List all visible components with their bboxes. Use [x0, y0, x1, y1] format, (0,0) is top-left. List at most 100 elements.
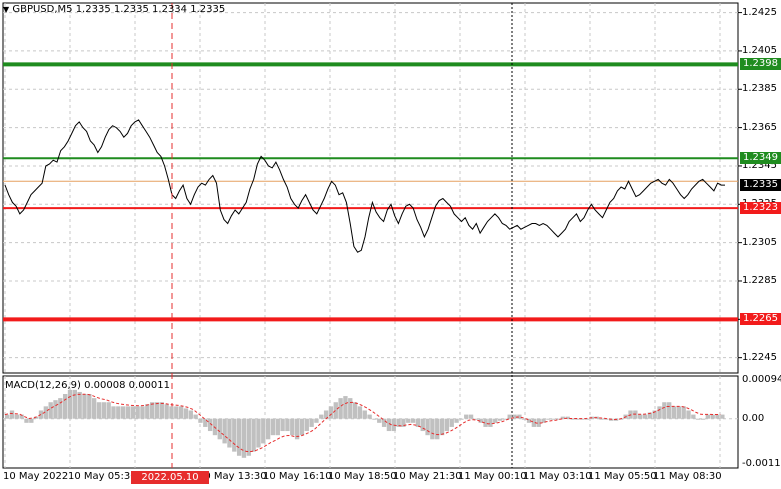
macd-histogram-bar	[720, 414, 725, 419]
macd-histogram-bar	[77, 391, 82, 419]
macd-histogram-bar	[67, 389, 73, 419]
macd-histogram-bar	[19, 414, 24, 419]
macd-histogram-bar	[236, 418, 242, 456]
time-tick-label: 10 May 18:50	[328, 471, 397, 482]
macd-histogram-bar	[232, 418, 237, 452]
macd-histogram-bar	[691, 414, 696, 419]
macd-histogram-bar	[290, 418, 295, 436]
macd-histogram-bar	[188, 410, 193, 419]
macd-histogram-bar	[667, 402, 672, 419]
time-tick-label: 11 May 00:10	[458, 471, 527, 482]
time-tick-label: 11 May 03:10	[523, 471, 592, 482]
macd-histogram-bar	[570, 418, 575, 420]
macd-histogram-bar	[618, 418, 624, 420]
time-tick-label: 11 May 08:30	[653, 471, 722, 482]
macd-histogram-bar	[652, 410, 657, 419]
macd-histogram-bar	[444, 418, 450, 432]
macd-histogram-bar	[522, 418, 527, 420]
macd-histogram-bar	[439, 418, 445, 436]
price-tick-label: 1.2245	[742, 351, 777, 363]
price-tick-label: 1.2425	[742, 6, 777, 18]
macd-histogram-bar	[270, 418, 276, 436]
macd-histogram-bar	[96, 402, 102, 419]
macd-histogram-bar	[580, 418, 585, 420]
time-tick-label: 10 May 05:30	[68, 471, 137, 482]
macd-histogram-bar	[493, 418, 498, 423]
macd-histogram-bar	[294, 418, 300, 440]
macd-histogram-bar	[362, 410, 367, 419]
time-tick-label: 10 May 16:10	[263, 471, 332, 482]
macd-histogram-bar	[149, 402, 155, 419]
macd-histogram-bar	[459, 418, 464, 420]
macd-histogram-bar	[647, 412, 653, 419]
price-tag: 1.2398	[740, 58, 781, 71]
macd-histogram-bar	[261, 418, 266, 444]
macd-histogram-bar	[662, 402, 667, 419]
macd-histogram-bar	[575, 418, 580, 420]
macd-histogram-bar	[140, 406, 145, 419]
macd-histogram-bar	[681, 406, 686, 419]
macd-panel-frame	[2, 375, 739, 469]
macd-histogram-bar	[227, 418, 232, 448]
macd-histogram-bar	[91, 398, 97, 419]
price-tick-label: 1.2385	[742, 83, 777, 95]
macd-histogram-bar	[430, 418, 435, 440]
macd-histogram-bar	[464, 414, 469, 419]
macd-tick-label: -0.0011	[742, 458, 781, 469]
macd-histogram-bar	[14, 414, 20, 419]
macd-histogram-bar	[560, 416, 566, 419]
macd-histogram-bar	[72, 389, 77, 419]
macd-histogram-bar	[130, 406, 135, 419]
macd-histogram-bar	[715, 414, 720, 419]
macd-histogram-bar	[425, 418, 430, 436]
time-tick-label: 10 May 13:30	[198, 471, 267, 482]
macd-histogram-bar	[145, 404, 150, 419]
chart-header: ▼ GBPUSD,M5 1.2335 1.2335 1.2334 1.2335	[3, 4, 225, 16]
macd-histogram-bar	[58, 398, 63, 419]
macd-histogram-bar	[5, 414, 10, 419]
macd-histogram-bar	[33, 416, 39, 419]
macd-histogram-bar	[609, 418, 614, 421]
macd-histogram-bar	[357, 406, 363, 419]
macd-histogram-bar	[454, 418, 459, 423]
macd-histogram-bar	[125, 406, 131, 419]
price-tag: 1.2335	[740, 179, 781, 192]
macd-histogram-bar	[367, 414, 372, 419]
macd-histogram-bar	[526, 418, 532, 423]
symbol-ohlc-text: GBPUSD,M5 1.2335 1.2335 1.2334 1.2335	[12, 4, 226, 15]
macd-histogram-bar	[420, 418, 425, 432]
macd-histogram-bar	[222, 418, 227, 444]
macd-histogram-bar	[435, 418, 440, 440]
macd-histogram-bar	[43, 406, 49, 419]
macd-histogram-bar	[686, 410, 691, 419]
macd-histogram-bar	[348, 398, 353, 419]
macd-histogram-bar	[696, 418, 701, 420]
macd-histogram-bar	[178, 406, 184, 419]
macd-histogram-bar	[116, 406, 121, 419]
macd-header: MACD(12,26,9) 0.00008 0.00011	[5, 380, 171, 391]
macd-histogram-bar	[203, 418, 208, 427]
macd-histogram-bar	[410, 418, 416, 423]
macd-histogram-bar	[304, 418, 309, 432]
macd-histogram-bar	[473, 418, 479, 420]
macd-histogram-bar	[193, 414, 198, 419]
macd-histogram-bar	[323, 410, 329, 419]
price-tag: 1.2265	[740, 313, 781, 326]
macd-histogram-bar	[217, 418, 222, 440]
macd-histogram-bar	[265, 418, 271, 440]
macd-histogram-bar	[174, 406, 179, 419]
macd-histogram-bar	[328, 406, 334, 419]
macd-histogram-bar	[309, 418, 314, 427]
macd-histogram-bar	[604, 418, 609, 420]
price-tick-label: 1.2305	[742, 236, 777, 248]
macd-histogram-bar	[207, 418, 213, 432]
macd-histogram-bar	[546, 418, 551, 420]
macd-histogram-bar	[488, 418, 493, 427]
macd-histogram-bar	[565, 416, 570, 419]
macd-histogram-bar	[120, 406, 126, 419]
collapse-triangle-icon[interactable]: ▼	[3, 5, 10, 14]
time-tick-label: 10 May 21:30	[393, 471, 462, 482]
macd-histogram-bar	[275, 418, 280, 436]
